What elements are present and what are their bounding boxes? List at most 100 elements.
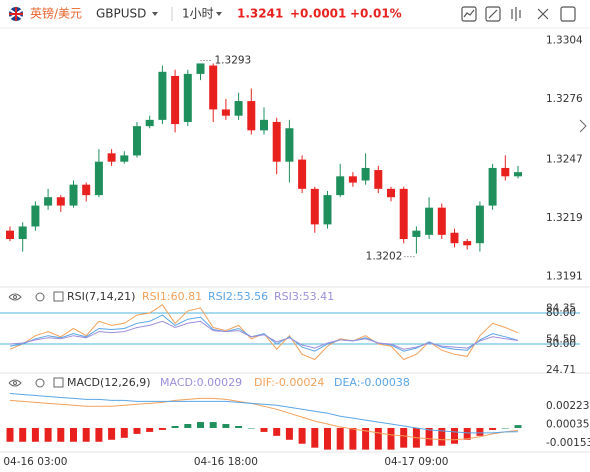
- histogram-bar: [171, 426, 179, 428]
- price: 1.3241: [237, 7, 283, 21]
- candle-body: [501, 167, 510, 177]
- candle-body: [298, 159, 307, 189]
- histogram-bar: [362, 427, 370, 450]
- histogram-bar: [438, 427, 446, 446]
- price-change: +0.0001: [290, 7, 346, 21]
- candle-body: [412, 230, 421, 237]
- histogram-bar: [197, 422, 204, 428]
- candle-body: [18, 226, 27, 240]
- candle-body: [196, 63, 205, 74]
- histogram-bar: [19, 427, 27, 442]
- legend-entry: DIF:-0.00024: [254, 376, 324, 389]
- pair-name[interactable]: 英镑/美元: [30, 6, 82, 21]
- x-tick-label: 04-16 18:00: [194, 456, 258, 468]
- histogram-bar: [501, 427, 509, 429]
- histogram-bar: [57, 427, 65, 442]
- y-tick-label: 50.00: [546, 338, 576, 350]
- histogram-bar: [349, 427, 357, 450]
- candle-body: [387, 188, 395, 198]
- y-tick-label: 1.3191: [546, 271, 583, 283]
- histogram-bar: [158, 427, 166, 430]
- histogram-bar: [336, 427, 344, 450]
- y-tick-label: 1.3247: [546, 154, 583, 166]
- histogram-bar: [451, 427, 458, 444]
- candle-body: [336, 176, 345, 196]
- histogram-bar: [324, 427, 331, 450]
- y-tick-label: 1.3219: [546, 212, 583, 224]
- histogram-bar: [44, 427, 52, 442]
- histogram-bar: [6, 427, 14, 442]
- series-line: [9, 397, 519, 441]
- candle-body: [310, 188, 319, 225]
- candle-body: [82, 184, 91, 196]
- dropdown-arrow[interactable]: [152, 12, 158, 16]
- panel-icons[interactable]: [8, 292, 45, 388]
- candle-body: [44, 197, 53, 206]
- histogram-bar: [108, 427, 116, 440]
- candle-body: [69, 184, 78, 206]
- candle-body: [107, 153, 116, 162]
- candle-body: [450, 232, 459, 244]
- candle-body: [209, 65, 218, 110]
- y-tick-label: 54.50: [546, 333, 576, 345]
- candle-body: [133, 126, 141, 156]
- histogram-bar: [133, 427, 141, 434]
- candle-body: [6, 230, 14, 240]
- candle-body: [120, 155, 129, 162]
- collapse-icon[interactable]: [53, 377, 64, 388]
- y-tick-label: 1.3276: [546, 93, 583, 105]
- y-tick-label: 84.35: [546, 303, 576, 315]
- histogram-bar: [209, 422, 217, 428]
- y-tick-label: 0.00035: [546, 419, 589, 431]
- candle-body: [488, 167, 497, 206]
- legend-entry: RSI3:53.41: [274, 290, 334, 303]
- candle-body: [285, 128, 294, 162]
- candle-body: [183, 73, 192, 122]
- candle-body: [437, 207, 446, 235]
- candle-body: [94, 161, 103, 196]
- histogram-bar: [311, 427, 319, 448]
- interval[interactable]: 1小时: [182, 7, 214, 21]
- collapse-icon[interactable]: [53, 291, 64, 302]
- histogram-bar: [463, 427, 471, 440]
- y-tick-label: 0.00223: [546, 400, 589, 412]
- candle-body: [323, 195, 332, 225]
- dropdown-arrow[interactable]: [216, 12, 222, 16]
- toolbar[interactable]: [461, 6, 576, 22]
- flag-icon: [9, 7, 23, 21]
- series-line: [9, 393, 519, 434]
- candle-body: [56, 197, 65, 206]
- candle-body: [158, 71, 167, 120]
- candle-body: [348, 176, 357, 183]
- histogram-bar: [184, 424, 192, 428]
- candle-body: [475, 205, 484, 244]
- histogram-bar: [514, 425, 522, 428]
- candle-body: [171, 75, 180, 125]
- histogram-bar: [298, 427, 306, 444]
- histogram-bar: [273, 427, 281, 436]
- candle-body: [463, 241, 472, 246]
- symbol[interactable]: GBPUSD: [96, 7, 146, 21]
- candle-body: [425, 207, 434, 235]
- candle-body: [145, 119, 154, 127]
- candle-body: [272, 121, 281, 162]
- candle-body: [374, 170, 383, 189]
- x-tick-label: 04-17 09:00: [384, 456, 448, 468]
- panel-title: MACD(12,26,9): [67, 376, 151, 389]
- series-line: [9, 320, 519, 350]
- y-tick-label: 1.3304: [546, 34, 583, 46]
- candle-body: [31, 205, 40, 227]
- histogram-bar: [70, 427, 77, 442]
- y-tick-label: 24.71: [546, 364, 576, 376]
- candle-body: [399, 188, 408, 240]
- x-tick-label: 04-16 03:00: [3, 456, 67, 468]
- y-tick-label: 80.00: [546, 307, 576, 319]
- panel-title: RSI(7,14,21): [67, 290, 135, 303]
- candle-body: [361, 167, 370, 181]
- histogram-bar: [120, 427, 128, 438]
- histogram-bar: [374, 427, 382, 450]
- legend-entry: RSI2:53.56: [208, 290, 268, 303]
- scroll-arrow[interactable]: [579, 119, 587, 133]
